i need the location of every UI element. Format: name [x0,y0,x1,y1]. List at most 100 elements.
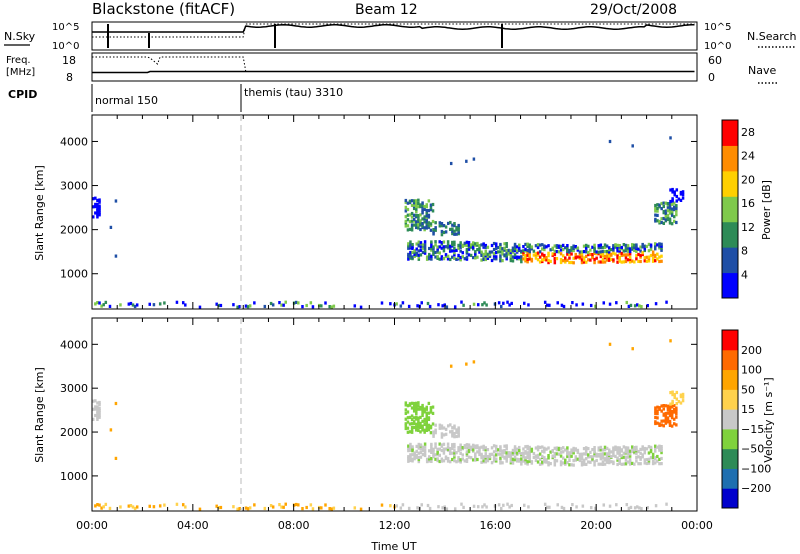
velocity-cell [490,446,494,450]
velocity-cell [605,460,609,464]
velocity-cell [404,403,408,407]
velocity-cell [603,457,607,461]
power-cell [605,253,609,257]
velocity-cell [457,433,460,437]
velocity-cell [98,407,101,411]
power-cell [455,228,458,232]
power-cell [96,198,99,202]
power-cell [555,245,559,249]
velocity-cell [601,460,605,464]
power-cell [417,249,421,253]
power-cell [482,244,485,248]
power-cell [465,159,468,163]
velocity-cell [589,460,592,464]
power-cell [638,304,641,308]
velocity-cell [666,404,670,408]
velocity-cell [575,505,578,509]
velocity-cell [647,457,651,461]
power-cell [576,248,580,252]
velocity-cell [630,461,634,465]
power-cell [423,220,426,224]
velocity-cell [446,445,450,449]
nsky-dropouts [107,24,503,48]
power-cell [616,254,619,258]
velocity-cell [507,451,511,455]
velocity-cell [467,443,471,447]
power-cell [408,199,412,203]
power-cell [425,203,429,207]
freq-label-2: [MHz] [6,67,35,78]
velocity-cell [269,504,273,508]
nsky-label: N.Sky [4,30,36,43]
velocity-cell [639,462,642,466]
power-colorbar-swatch-2 [722,221,738,248]
velocity-cell [607,452,611,456]
velocity-cell [668,408,672,412]
power-cell [625,300,629,305]
power-cell [432,250,435,254]
power-cell [404,219,408,223]
velocity-cell [485,505,488,509]
power-cell [427,221,431,225]
power-cell [453,305,457,309]
velocity-cell [421,424,424,428]
power-cell [618,247,621,251]
power-cell [675,220,678,225]
power-cell [425,217,429,221]
power-cell [108,304,112,308]
velocity-cell [431,422,435,426]
velocity-cell [478,446,481,450]
velocity-cell [526,444,529,449]
velocity-cell [633,506,637,510]
power-cell [423,240,427,244]
power-cell [670,201,674,205]
velocity-cell [522,453,525,457]
power-cell [474,256,477,260]
power-cell [534,244,538,248]
velocity-cell [505,447,508,451]
power-cell [483,301,486,305]
power-cell [451,232,454,236]
power-cell [96,301,99,305]
power-cell [476,303,480,307]
power-cell [513,255,517,259]
power-cell [494,251,498,255]
velocity-cell [669,339,672,343]
power-cell [423,251,427,255]
power-cell [522,245,525,249]
power-cell [446,221,450,225]
nsearch-tick-low: 10^0 [704,41,731,52]
power-cell [654,206,657,210]
power-cell [513,247,517,251]
power-cell [492,257,496,261]
power-cell [641,252,644,257]
velocity-cell [444,455,448,459]
velocity-cell [436,449,439,453]
velocity-cell [635,456,638,460]
velocity-cell [108,506,112,510]
velocity-cell [614,454,617,458]
velocity-cell [580,454,584,458]
power-cell [626,249,630,253]
power-cell [278,301,281,305]
velocity-cell [673,393,676,397]
velocity-cell [530,460,534,464]
x-tick-label-1: 04:00 [177,519,209,532]
power-cell [104,300,108,304]
velocity-cell [547,446,550,450]
power-cell [635,303,639,307]
power-cell [618,255,621,259]
power-cell [324,301,327,305]
velocity-cell [92,399,95,403]
cpid-mode-normal: normal 150 [95,94,158,107]
power-cell [417,214,420,218]
velocity-cell [536,460,540,464]
velocity-cell [423,428,426,432]
velocity-cell [472,504,476,508]
power-cell [497,301,501,305]
velocity-cell [631,347,634,351]
power-cell [448,247,452,251]
nsky-tick-high: 10^5 [52,22,79,33]
velocity-cell [618,449,621,453]
